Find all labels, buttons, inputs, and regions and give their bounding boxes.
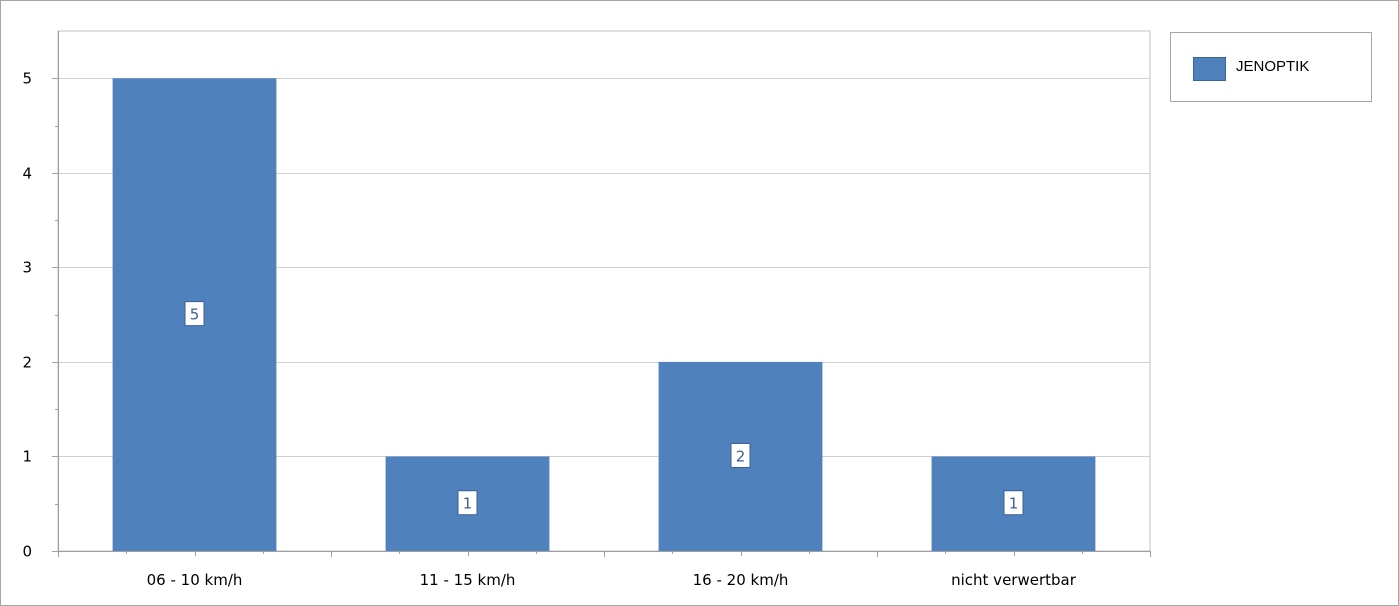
x-tick-label-2: 16 - 20 km/h <box>693 571 789 589</box>
y-tick-label: 4 <box>22 165 32 183</box>
data-label-box-3 <box>1003 490 1024 516</box>
data-label-0: 5 <box>190 306 200 324</box>
data-label-1: 1 <box>463 495 473 513</box>
data-label-box-2 <box>730 442 751 468</box>
data-label-2: 2 <box>736 447 746 465</box>
legend-swatch-jenoptik <box>1193 57 1226 81</box>
data-label-box-0 <box>184 301 205 327</box>
y-tick-label: 1 <box>22 448 32 466</box>
legend-label-jenoptik: JENOPTIK <box>1236 58 1310 75</box>
y-tick-label: 5 <box>22 70 32 88</box>
y-tick-label: 3 <box>22 259 32 277</box>
x-tick-label-1: 11 - 15 km/h <box>420 571 516 589</box>
y-tick-label: 0 <box>22 543 32 561</box>
data-label-3: 1 <box>1009 495 1019 513</box>
data-label-box-1 <box>457 490 478 516</box>
x-tick-label-3: nicht verwertbar <box>951 571 1077 589</box>
x-tick-label-0: 06 - 10 km/h <box>147 571 243 589</box>
legend: JENOPTIK <box>1170 32 1372 102</box>
y-tick-label: 2 <box>22 354 32 372</box>
